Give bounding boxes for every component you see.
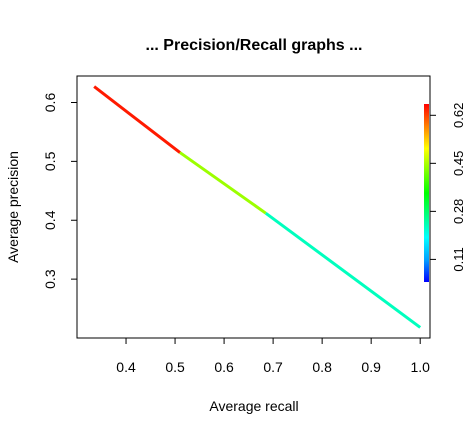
colorbar-gradient	[424, 104, 429, 282]
y-axis: 0.3 0.4 0.5 0.6	[42, 93, 78, 289]
x-tick-label: 0.9	[361, 359, 381, 375]
colorbar-tick-label: 0.62	[451, 103, 466, 128]
x-axis: 0.4 0.5 0.6 0.7 0.8 0.9 1.0	[116, 337, 430, 375]
x-tick-label: 0.4	[116, 359, 136, 375]
curve-segment-2	[179, 151, 267, 215]
y-tick-label: 0.6	[42, 93, 58, 113]
x-tick-label: 0.6	[214, 359, 234, 375]
curve-segment-3	[264, 211, 422, 329]
colorbar-tick-label: 0.28	[451, 199, 466, 224]
colorbar: 0.11 0.28 0.45 0.62	[424, 103, 466, 282]
x-axis-label: Average recall	[209, 398, 298, 414]
x-tick-label: 1.0	[410, 359, 430, 375]
colorbar-tick-label: 0.45	[451, 151, 466, 176]
series-group	[93, 85, 422, 329]
y-tick-label: 0.4	[42, 210, 58, 230]
y-tick-label: 0.3	[42, 269, 58, 289]
y-axis-label: Average precision	[5, 151, 21, 263]
curve-segment-1	[93, 85, 181, 154]
x-tick-label: 0.5	[165, 359, 185, 375]
x-tick-label: 0.7	[263, 359, 283, 375]
colorbar-tick-label: 0.11	[451, 247, 466, 271]
x-tick-label: 0.8	[312, 359, 332, 375]
y-tick-label: 0.5	[42, 151, 58, 171]
chart-title: ... Precision/Recall graphs ...	[146, 37, 363, 54]
